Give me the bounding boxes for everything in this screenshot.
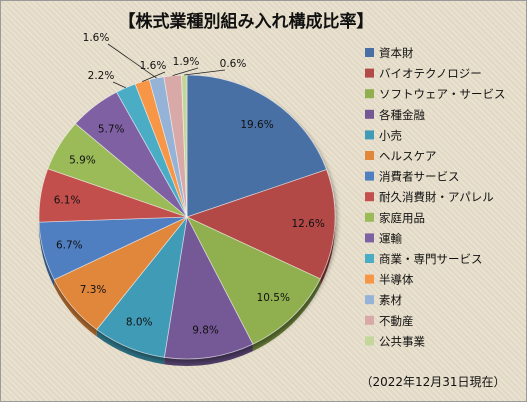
- legend-label-8: 耐久消費財・アパレル: [379, 190, 494, 204]
- legend-label-15: 公共事業: [379, 334, 425, 348]
- slice-13-label: 1.6%: [83, 32, 110, 44]
- slice-14-leader: [172, 67, 199, 77]
- slice-5-label: 8.0%: [126, 316, 153, 328]
- slice-2: [185, 169, 336, 280]
- slice-2-rim: [320, 217, 335, 286]
- slice-7-label: 6.7%: [56, 240, 83, 252]
- slice-15-leader: [184, 69, 226, 76]
- legend-label-12: 半導体: [379, 273, 414, 287]
- legend-label-7: 消費者サービス: [379, 170, 460, 184]
- slice-12-leader: [142, 71, 166, 83]
- slice-1: [186, 74, 328, 218]
- legend: 資本財バイオテクノロジーソフトウェア・サービス各種金融小売ヘルスケア消費者サービ…: [365, 46, 506, 348]
- slice-4-label: 9.8%: [192, 324, 219, 336]
- legend-label-10: 運輸: [379, 231, 402, 245]
- legend-swatch-11: [365, 254, 374, 263]
- slice-11-leader: [112, 81, 126, 89]
- date-note: （2022年12月31日現在）: [360, 375, 505, 389]
- legend-label-3: ソフトウェア・サービス: [379, 87, 506, 101]
- legend-label-2: バイオテクノロジー: [379, 67, 482, 81]
- legend-swatch-5: [365, 130, 374, 140]
- chart-title: 【株式業種別組み入れ構成比率】: [119, 11, 374, 32]
- slice-6-label: 7.3%: [80, 284, 107, 296]
- legend-swatch-12: [365, 274, 374, 284]
- slice-15-label: 0.6%: [220, 58, 247, 70]
- slice-10-label: 5.7%: [98, 123, 125, 135]
- pie-slices: [38, 74, 336, 360]
- legend-swatch-7: [365, 171, 374, 181]
- legend-label-6: ヘルスケア: [379, 149, 437, 163]
- slice-2-label: 12.6%: [291, 218, 324, 230]
- legend-swatch-6: [365, 151, 374, 160]
- slice-9-label: 5.9%: [69, 154, 96, 166]
- slice-labels: 19.6% 12.6% 10.5% 9.8% 8.0% 7.3% 6.7% 6.1% 5.9% 5…: [54, 32, 325, 336]
- slice-13-leader: [107, 43, 157, 79]
- legend-label-5: 小売: [379, 128, 402, 142]
- legend-label-1: 資本財: [379, 46, 414, 60]
- legend-label-4: 各種金融: [379, 108, 425, 122]
- legend-swatch-15: [365, 336, 374, 346]
- legend-swatch-8: [365, 192, 374, 202]
- legend-swatch-10: [365, 233, 374, 243]
- legend-label-14: 不動産: [379, 314, 414, 328]
- legend-swatch-3: [365, 89, 374, 99]
- slice-3-rim: [252, 278, 321, 352]
- legend-swatch-1: [365, 48, 374, 57]
- slice-3: [186, 216, 321, 345]
- slice-4-rim: [164, 344, 253, 366]
- legend-swatch-14: [365, 315, 374, 325]
- legend-label-11: 商業・専門サービス: [379, 252, 483, 266]
- legend-swatch-9: [365, 212, 374, 222]
- slice-7-rim: [39, 222, 55, 287]
- legend-swatch-2: [365, 68, 374, 78]
- legend-label-13: 素材: [379, 293, 402, 307]
- slice-6-rim: [54, 279, 97, 337]
- slice-5-rim: [96, 329, 165, 365]
- slice-4: [163, 215, 254, 360]
- slice-1-label: 19.6%: [240, 119, 273, 131]
- slice-8-label: 6.1%: [54, 194, 81, 206]
- slice-11-label: 2.2%: [88, 70, 115, 82]
- legend-swatch-4: [365, 109, 374, 119]
- legend-swatch-13: [365, 295, 374, 305]
- slice-14-label: 1.9%: [173, 56, 200, 68]
- legend-label-9: 家庭用品: [379, 211, 425, 225]
- slice-3-label: 10.5%: [257, 292, 290, 304]
- slice-12-label: 1.6%: [140, 60, 167, 72]
